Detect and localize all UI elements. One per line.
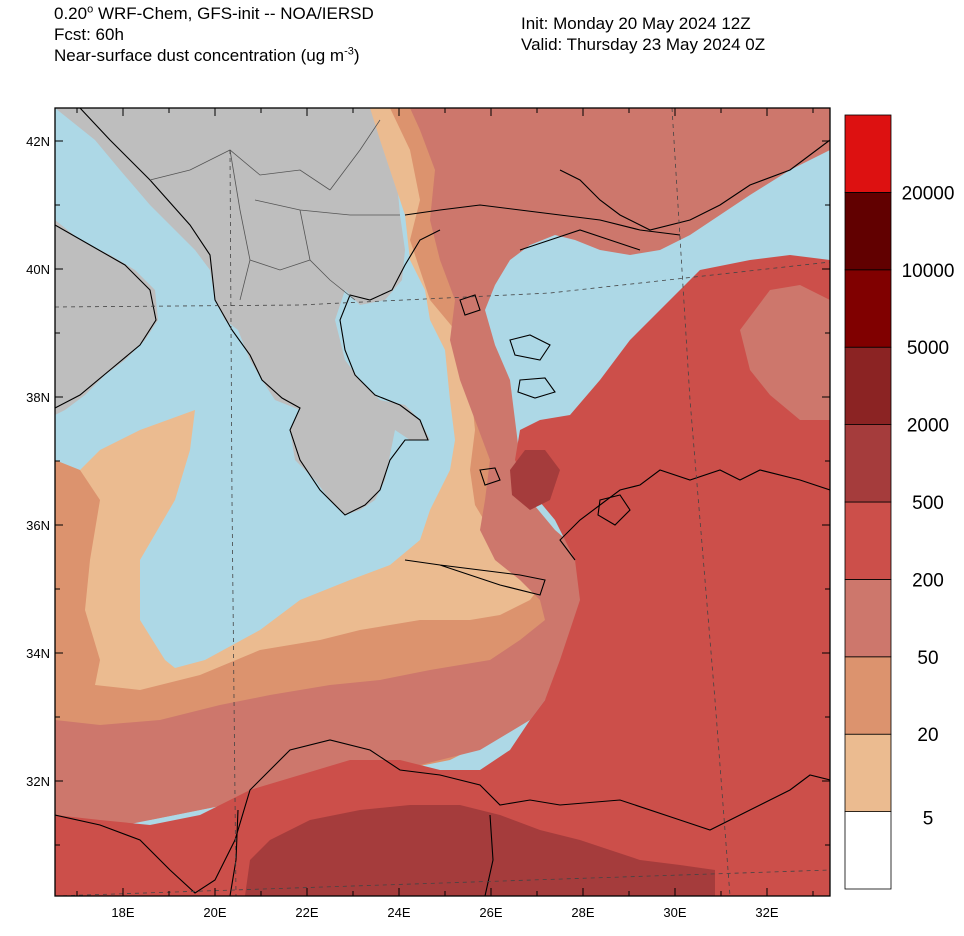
latitude-label: 32N [26,774,50,789]
longitude-label: 28E [571,905,594,920]
colorbar-box [844,579,892,658]
land-italy-heel [55,220,158,415]
dust-500-area [245,805,715,896]
colorbar [844,114,892,890]
latitude-labels: 42N 40N 38N 36N 34N 32N [26,134,50,789]
colorbar-box [844,114,892,193]
land-balkans-italy [55,108,430,515]
map-frame [54,107,831,897]
dust-200-area [55,255,830,896]
dust-500-patch-aegean [510,450,560,510]
grid-lines [55,108,830,896]
header-left: 0.20o WRF-Chem, GFS-init -- NOA/IERSD Fc… [54,3,374,66]
colorbar-label: 5 [923,809,934,830]
colorbar-box [844,811,892,890]
coastlines [55,108,830,896]
axis-ticks [55,108,830,896]
colorbar-label: 200 [912,570,944,591]
variable-title: Near-surface dust concentration (ug m-3) [54,45,360,65]
valid-time: Valid: Thursday 23 May 2024 0Z [521,35,766,54]
colorbar-label: 10000 [902,261,955,282]
colorbar-label: 2000 [907,416,949,437]
longitude-label: 30E [663,905,686,920]
dust-50-patch-east [740,285,830,420]
map-plot-area [55,108,830,896]
colorbar-box [844,346,892,426]
colorbar-labels: 5 20 50 200 500 2000 5000 10000 20000 [902,183,955,829]
latitude-label: 34N [26,646,50,661]
colorbar-label: 500 [912,493,944,514]
longitude-label: 24E [387,905,410,920]
forecast-hour: Fcst: 60h [54,25,124,44]
longitude-label: 18E [111,905,134,920]
longitude-labels: 18E 20E 22E 24E 26E 28E 30E 32E [111,905,778,920]
latitude-label: 36N [26,518,50,533]
colorbar-label: 20000 [902,183,955,204]
country-borders [149,119,400,301]
longitude-label: 20E [203,905,226,920]
latitude-label: 40N [26,262,50,277]
colorbar-box [844,424,892,503]
longitude-label: 26E [479,905,502,920]
longitude-label: 22E [295,905,318,920]
model-title: 0.20o WRF-Chem, GFS-init -- NOA/IERSD [54,3,374,23]
colorbar-box [844,501,892,580]
latitude-label: 42N [26,134,50,149]
colorbar-box [844,656,892,735]
dust-50-area [55,108,830,840]
colorbar-label: 20 [917,725,938,746]
colorbar-box [844,733,892,813]
colorbar-label: 5000 [907,338,949,359]
longitude-label: 32E [755,905,778,920]
colorbar-box [844,191,892,271]
header-right: Init: Monday 20 May 2024 12Z Valid: Thur… [521,13,765,55]
colorbar-label: 50 [917,648,938,669]
colorbar-box [844,269,892,348]
latitude-label: 38N [26,390,50,405]
init-time: Init: Monday 20 May 2024 12Z [521,14,751,33]
